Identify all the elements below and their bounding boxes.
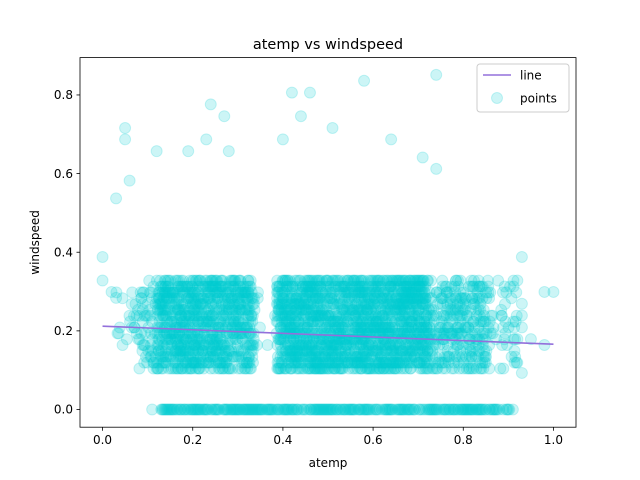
legend-label-points: points	[520, 92, 557, 106]
y-tick-label: 0.2	[54, 324, 73, 338]
y-tick-label: 0.0	[54, 403, 73, 417]
x-tick-label: 0.4	[273, 433, 292, 447]
scatter-point	[431, 69, 442, 80]
scatter-point	[327, 122, 338, 133]
scatter-point	[277, 134, 288, 145]
scatter-point	[201, 134, 212, 145]
scatter-point	[254, 322, 265, 333]
scatter-point	[516, 322, 527, 333]
scatter-point	[539, 340, 550, 351]
x-tick-label: 0.2	[183, 433, 202, 447]
scatter-point	[386, 134, 397, 145]
scatter-point	[97, 275, 108, 286]
scatter-point	[245, 275, 256, 286]
x-tick-label: 1.0	[544, 433, 563, 447]
scatter-point	[295, 111, 306, 122]
scatter-point	[417, 152, 428, 163]
points-layer	[97, 69, 559, 415]
scatter-point	[516, 367, 527, 378]
scatter-point	[485, 287, 496, 298]
scatter-point	[426, 275, 437, 286]
scatter-point	[124, 175, 135, 186]
scatter-point	[219, 111, 230, 122]
scatter-point	[121, 334, 132, 345]
scatter-point	[516, 310, 527, 321]
x-tick-label: 0.6	[364, 433, 383, 447]
scatter-point	[97, 251, 108, 262]
scatter-point	[482, 275, 493, 286]
y-axis-label: windspeed	[28, 210, 42, 275]
scatter-point	[516, 251, 527, 262]
scatter-point	[151, 146, 162, 157]
scatter-point	[304, 87, 315, 98]
y-tick-label: 0.8	[54, 88, 73, 102]
x-axis-label: atemp	[309, 456, 348, 470]
scatter-point	[548, 286, 559, 297]
scatter-point	[507, 404, 518, 415]
scatter-point	[516, 298, 527, 309]
scatter-point	[286, 87, 297, 98]
scatter-point	[498, 363, 509, 374]
legend-points-swatch	[492, 93, 503, 104]
y-tick-label: 0.6	[54, 167, 73, 181]
scatter-point	[120, 134, 131, 145]
scatter-point	[252, 340, 263, 351]
legend: line points	[477, 64, 569, 112]
scatter-point	[431, 163, 442, 174]
scatter-point	[183, 146, 194, 157]
x-axis: 0.0 0.2 0.4 0.6 0.8 1.0	[93, 427, 563, 447]
y-tick-label: 0.4	[54, 245, 73, 259]
scatter-point	[147, 404, 158, 415]
legend-label-line: line	[520, 69, 542, 83]
scatter-point	[511, 287, 522, 298]
x-tick-label: 0.8	[454, 433, 473, 447]
scatter-point	[484, 363, 495, 374]
scatter-point	[111, 292, 122, 303]
y-axis: 0.0 0.2 0.4 0.6 0.8	[54, 88, 80, 417]
scatter-point	[205, 99, 216, 110]
chart-title: atemp vs windspeed	[253, 37, 403, 53]
scatter-point	[359, 75, 370, 86]
scatter-point	[111, 193, 122, 204]
scatter-point	[512, 275, 523, 286]
scatter-point	[120, 122, 131, 133]
x-tick-label: 0.0	[93, 433, 112, 447]
scatter-point	[223, 146, 234, 157]
scatter-point	[249, 304, 260, 315]
scatter-point	[252, 287, 263, 298]
scatter-point	[512, 357, 523, 368]
